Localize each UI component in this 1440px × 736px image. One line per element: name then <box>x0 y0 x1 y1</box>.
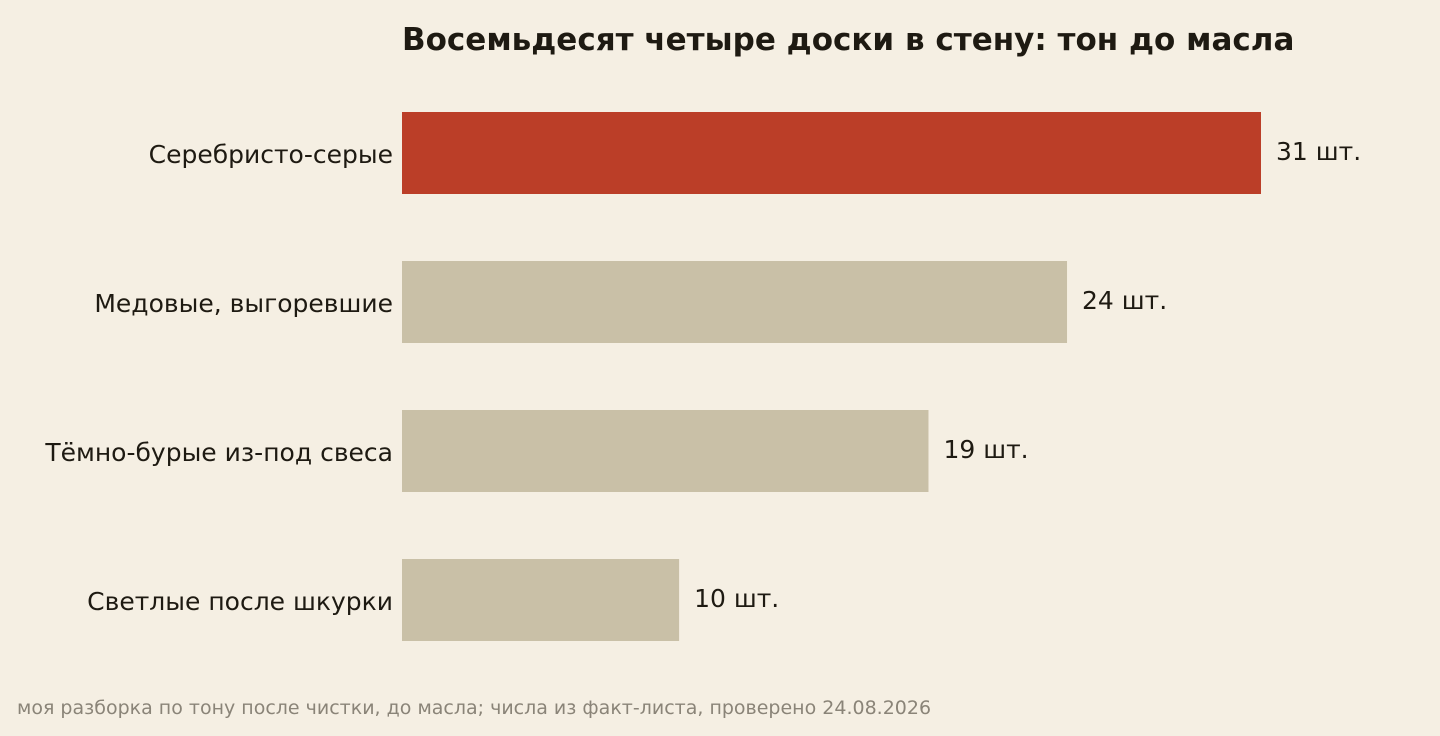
bar-4 <box>402 559 680 641</box>
value-label-1: 31 шт. <box>1276 137 1361 166</box>
value-label-3: 19 шт. <box>943 435 1028 464</box>
chart-footnote: моя разборка по тону после чистки, до ма… <box>17 697 932 719</box>
category-label-1: Серебристо-серые <box>149 140 393 169</box>
category-label-4: Светлые после шкурки <box>87 587 393 616</box>
bar-2 <box>402 261 1068 343</box>
value-label-2: 24 шт. <box>1082 286 1167 315</box>
chart-title: Восемьдесят четыре доски в стену: тон до… <box>402 22 1295 58</box>
bars-layer: Серебристо-серые 31 шт. Медовые, выгоревши… <box>44 112 1361 641</box>
category-label-3: Тёмно-бурые из-под свеса <box>44 438 393 467</box>
bar-1 <box>402 112 1261 194</box>
category-label-2: Медовые, выгоревшие <box>94 289 393 318</box>
bar-3 <box>402 410 929 492</box>
value-label-4: 10 шт. <box>694 584 779 613</box>
